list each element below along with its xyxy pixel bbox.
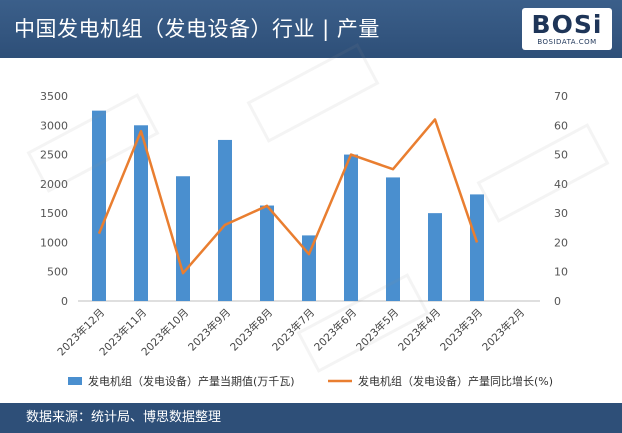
y-left-tick-label: 0 (61, 295, 68, 308)
data-source: 数据来源：统计局、博思数据整理 (26, 410, 222, 425)
chart-area: 0 500 1000 1500 2000 2500 3000 3500 0 10 20 30 40 50 6… (0, 58, 622, 403)
x-tick-label: 2023年7月 (269, 306, 317, 354)
bar (134, 125, 148, 302)
x-tick-label: 2023年5月 (353, 306, 401, 354)
y-left-tick-label: 1500 (40, 207, 68, 220)
legend-bar-label: 发电机组（发电设备）产量当期值(万千瓦) (88, 374, 295, 388)
y-right-tick-label: 60 (554, 119, 568, 132)
bar (344, 154, 358, 301)
logo-subtext: BOSIDATA.COM (537, 38, 597, 46)
x-tick-label: 2023年3月 (437, 306, 485, 354)
page-title: 中国发电机组（发电设备）行业 | 产量 (14, 17, 380, 41)
footer-bar: 数据来源：统计局、博思数据整理 (0, 403, 622, 433)
legend-line-label: 发电机组（发电设备）产量同比增长(%) (358, 374, 553, 388)
x-tick-label: 2023年4月 (395, 306, 443, 354)
header-bar: 中国发电机组（发电设备）行业 | 产量 BOSi BOSIDATA.COM (0, 0, 622, 58)
y-right-tick-label: 10 (554, 266, 568, 279)
y-right-tick-label: 50 (554, 149, 568, 162)
y-left-tick-label: 2000 (40, 178, 68, 191)
bar (218, 139, 232, 301)
y-right-tick-label: 70 (554, 90, 568, 103)
logo-text: BOSi (531, 10, 603, 39)
y-right-tick-label: 0 (554, 295, 561, 308)
bar (386, 177, 400, 301)
y-right-tick-label: 40 (554, 178, 568, 191)
x-tick-label: 2023年6月 (311, 306, 359, 354)
y-left-tick-label: 3500 (40, 90, 68, 103)
bosi-logo: BOSi BOSIDATA.COM (522, 8, 612, 50)
x-tick-label: 2023年8月 (227, 306, 275, 354)
x-tick-label: 2023年2月 (479, 306, 527, 354)
bar (176, 176, 190, 301)
bar (260, 205, 274, 301)
y-left-tick-label: 1000 (40, 236, 68, 249)
y-left-tick-label: 500 (47, 266, 68, 279)
bar (470, 194, 484, 301)
bar (92, 110, 106, 301)
series-line (97, 118, 479, 275)
y-right-tick-label: 30 (554, 207, 568, 220)
y-right-tick-label: 20 (554, 236, 568, 249)
combo-chart: 0 500 1000 1500 2000 2500 3000 3500 0 10 20 30 40 50 6… (40, 90, 568, 388)
x-tick-label: 2023年9月 (185, 306, 233, 354)
bar (428, 213, 442, 301)
y-left-tick-label: 3000 (40, 119, 68, 132)
y-left-tick-label: 2500 (40, 149, 68, 162)
legend-bar-swatch (68, 377, 82, 385)
